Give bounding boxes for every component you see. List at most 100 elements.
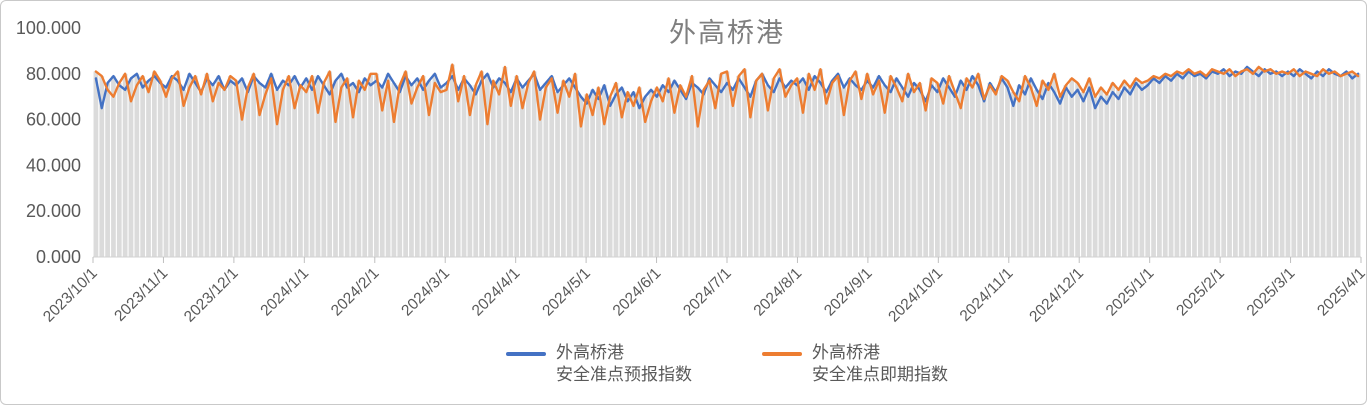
y-axis-label: 20.000 [26, 201, 81, 221]
background-column [1127, 87, 1133, 257]
background-column [1203, 76, 1209, 257]
background-column [1291, 69, 1297, 257]
background-column [222, 89, 227, 257]
background-column [566, 78, 572, 257]
background-column [1174, 71, 1180, 257]
background-column [490, 80, 496, 257]
background-column [695, 87, 701, 257]
background-column [894, 78, 899, 257]
background-column [648, 89, 654, 257]
background-column [93, 71, 99, 257]
x-axis-label: 2024/1/1 [257, 265, 312, 320]
x-axis-label: 2023/10/1 [40, 265, 101, 326]
background-column [105, 82, 110, 258]
background-column [777, 69, 782, 257]
x-axis-label: 2024/4/1 [469, 265, 524, 320]
background-column [514, 76, 520, 257]
forecast-line [94, 65, 1360, 110]
background-column [987, 82, 993, 258]
y-axis-label: 0.000 [36, 247, 81, 267]
background-column [1040, 80, 1045, 257]
x-axis-label: 2024/10/1 [885, 265, 946, 326]
background-column [864, 73, 870, 257]
y-axis-labels: 0.000 20.000 40.000 60.000 80.000 100.000 [16, 18, 81, 267]
background-column [1063, 85, 1069, 257]
background-column [1081, 92, 1086, 258]
background-column [870, 87, 876, 257]
background-column [1320, 69, 1326, 257]
background-column [1297, 69, 1303, 257]
background-column [1285, 71, 1291, 257]
background-column [508, 92, 514, 258]
x-axis-label: 2025/2/1 [1173, 265, 1228, 320]
background-column [251, 73, 257, 257]
background-column [823, 92, 829, 258]
background-column [806, 73, 812, 257]
background-column [426, 80, 432, 257]
background-column [1057, 96, 1063, 257]
background-column [192, 76, 198, 257]
background-column [1028, 78, 1034, 257]
background-column [958, 80, 964, 257]
background-column [701, 89, 706, 257]
legend-item-spot[interactable]: 外高桥港 安全准点即期指数 [762, 342, 948, 387]
y-axis-label: 80.000 [26, 64, 81, 84]
background-column [555, 92, 560, 258]
background-column [146, 80, 151, 257]
background-column [403, 71, 408, 257]
background-column [257, 82, 262, 258]
background-column [1215, 71, 1221, 257]
background-column [596, 87, 601, 257]
background-column [169, 76, 175, 257]
background-column [520, 87, 525, 257]
background-column [333, 80, 338, 257]
background-column [689, 76, 695, 257]
chart-canvas: 0.000 20.000 40.000 60.000 80.000 100.000 2023… [16, 18, 1366, 326]
background-column [309, 76, 315, 257]
background-column [268, 73, 274, 257]
background-column [175, 71, 181, 257]
background-column [1233, 71, 1238, 257]
background-column [1005, 80, 1010, 257]
background-column [344, 78, 350, 257]
background-column [964, 78, 969, 257]
spot-line [94, 63, 1360, 128]
background-column [204, 73, 210, 257]
background-column [485, 73, 490, 257]
x-axis-label: 2023/12/1 [181, 265, 242, 326]
background-column [753, 80, 759, 257]
background-column [374, 73, 379, 257]
background-column [1139, 82, 1145, 258]
background-column [1010, 92, 1016, 258]
background-column [841, 87, 847, 257]
background-column [794, 78, 800, 257]
legend-item-forecast[interactable]: 外高桥港 安全准点预报指数 [506, 342, 692, 387]
background-column [140, 76, 146, 257]
background-column [216, 76, 221, 257]
background-column [1192, 73, 1197, 257]
background-column [759, 73, 765, 257]
background-column [455, 89, 461, 257]
background-column [1121, 80, 1127, 257]
background-column [1308, 73, 1314, 257]
background-column [1034, 89, 1040, 257]
x-axis-label: 2024/6/1 [610, 265, 665, 320]
background-column [99, 76, 105, 257]
background-column [642, 96, 648, 257]
background-column [934, 82, 940, 258]
background-column [911, 82, 917, 258]
background-column [1250, 71, 1256, 257]
background-column [449, 64, 455, 257]
background-column [163, 87, 169, 257]
background-column [1326, 69, 1332, 257]
background-column [1069, 78, 1075, 257]
background-column [116, 82, 122, 258]
background-column [315, 76, 321, 257]
x-axis-label: 2024/7/1 [680, 265, 735, 320]
background-column [1104, 94, 1110, 257]
background-column [1355, 73, 1361, 257]
chart-legend: 外高桥港 安全准点预报指数 外高桥港 安全准点即期指数 [93, 342, 1361, 387]
background-column [1168, 76, 1174, 257]
background-column [882, 85, 888, 257]
